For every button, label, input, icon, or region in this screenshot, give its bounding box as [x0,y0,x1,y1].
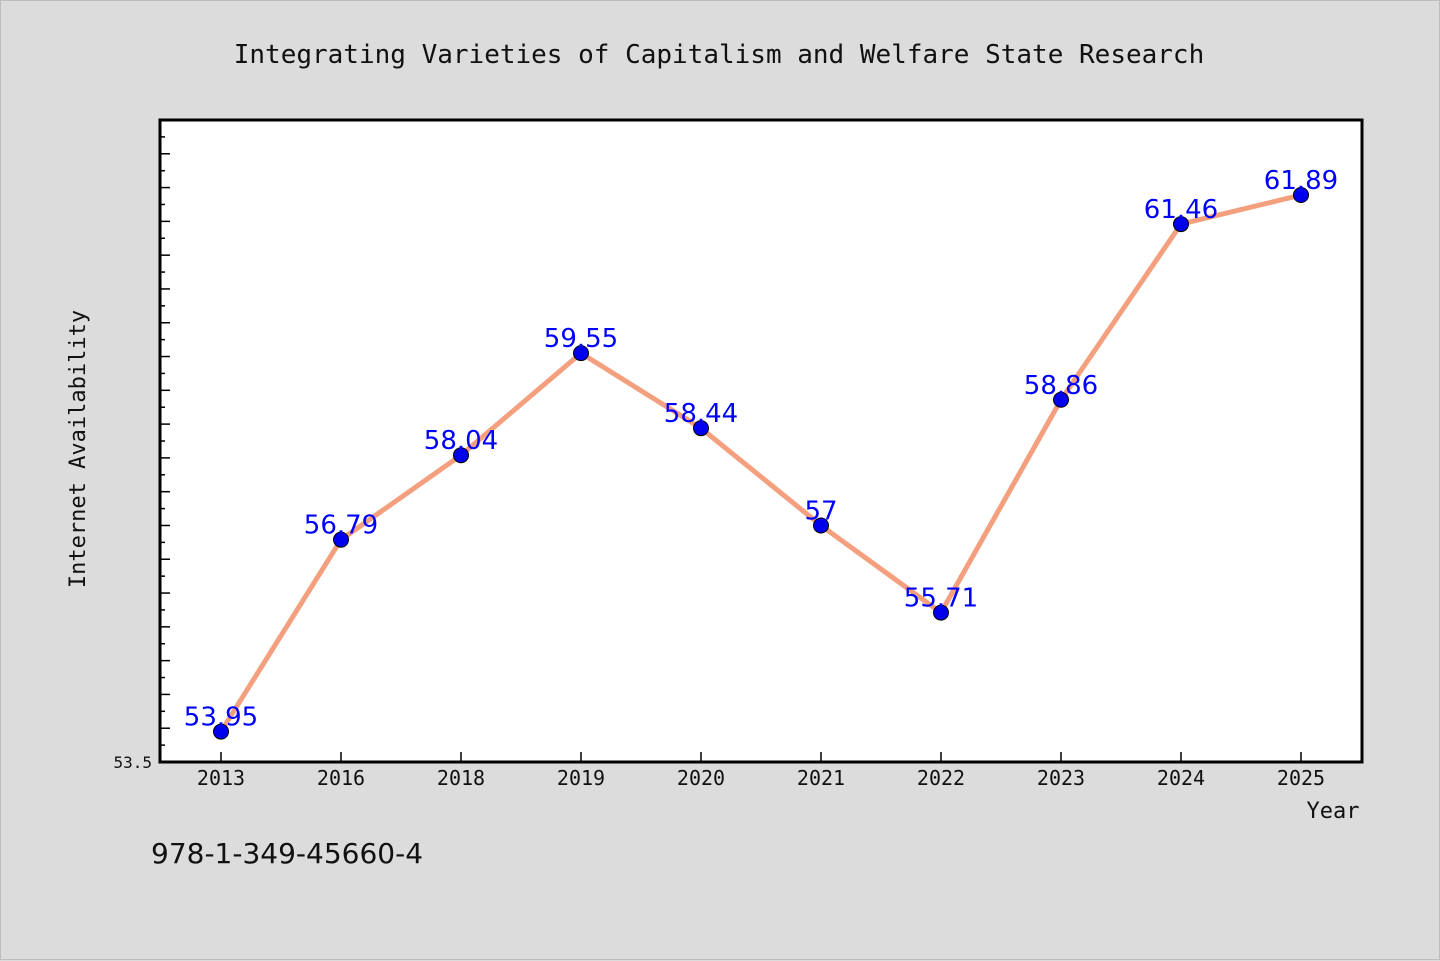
y-tick-label: 53.5 [113,753,152,772]
x-tick-label: 2022 [917,766,965,790]
data-point [1053,391,1069,408]
y-axis-ticks: 53.5 [113,119,170,772]
data-label: 58.04 [424,426,498,456]
x-axis-label: Year [1307,799,1360,824]
data-point [333,531,349,548]
x-tick-label: 2016 [317,766,365,790]
data-label: 59.55 [544,324,618,354]
data-point [573,345,589,362]
series-line-group [218,192,1304,735]
x-tick-label: 2023 [1037,766,1085,790]
y-axis-label: Internet Availability [66,310,91,588]
data-label: 56.79 [304,511,378,541]
x-tick-label: 2025 [1277,766,1325,790]
x-tick-label: 2013 [197,766,245,790]
data-label: 58.44 [664,399,738,429]
chart-title: Integrating Varieties of Capitalism and … [234,40,1205,70]
x-tick-label: 2020 [677,766,725,790]
data-label: 57 [804,496,837,526]
data-label: 61.46 [1144,195,1218,225]
isbn-text: 978-1-349-45660-4 [151,837,423,870]
x-tick-label: 2019 [557,766,605,790]
x-tick-label: 2021 [797,766,845,790]
data-label: 53.95 [184,703,258,733]
data-point [453,447,469,464]
data-point [813,517,829,534]
data-label: 58.86 [1024,371,1098,401]
series-line [218,192,1304,735]
data-labels: 53.95 56.79 58.04 59.55 58.44 57 55.71 58.86 61.… [184,166,1338,733]
x-tick-label: 2018 [437,766,485,790]
data-markers [213,187,1309,740]
data-point [693,420,709,437]
data-point [933,604,949,621]
data-label: 55.71 [904,584,978,614]
data-point [213,723,229,740]
x-tick-label: 2024 [1157,766,1205,790]
data-label: 61.89 [1264,166,1338,196]
plot-area [158,118,1364,764]
data-point [1293,187,1309,204]
data-point [1173,216,1189,233]
x-axis-ticks: 2013 2016 2018 2019 2020 2021 2022 2023 2024 2025 [197,752,1325,790]
